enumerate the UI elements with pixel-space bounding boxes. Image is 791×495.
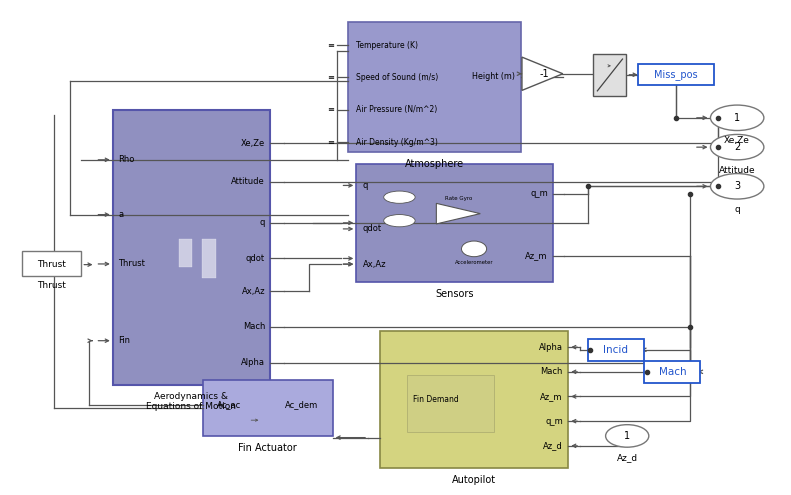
- Text: Ac_ac: Ac_ac: [218, 400, 241, 409]
- Ellipse shape: [384, 214, 415, 227]
- Circle shape: [461, 241, 486, 257]
- Text: Attitude: Attitude: [231, 177, 265, 186]
- Text: Fin Actuator: Fin Actuator: [239, 444, 297, 453]
- Bar: [407, 375, 494, 432]
- Text: Rate Gyro: Rate Gyro: [445, 196, 472, 201]
- Polygon shape: [437, 203, 480, 224]
- Text: Xe,Ze: Xe,Ze: [725, 137, 750, 146]
- Text: 1: 1: [734, 113, 740, 123]
- Ellipse shape: [384, 191, 415, 203]
- Text: Fin Demand: Fin Demand: [414, 395, 460, 404]
- Text: Alpha: Alpha: [241, 358, 265, 367]
- Text: Height (m): Height (m): [472, 72, 515, 81]
- Text: ≡: ≡: [327, 73, 335, 82]
- Text: Temperature (K): Temperature (K): [356, 41, 418, 50]
- Text: ≡: ≡: [327, 105, 335, 114]
- Text: Miss_pos: Miss_pos: [654, 69, 698, 80]
- Ellipse shape: [710, 135, 764, 160]
- Text: Fin: Fin: [118, 336, 131, 345]
- Bar: [22, 251, 81, 276]
- Text: Mach: Mach: [540, 367, 563, 376]
- Text: Thrust: Thrust: [118, 259, 145, 268]
- Text: Mach: Mach: [243, 322, 265, 332]
- Text: Thrust: Thrust: [37, 260, 66, 269]
- Bar: [203, 380, 333, 436]
- Text: Ax,Az: Ax,Az: [241, 287, 265, 296]
- Text: Aerodynamics &
Equations of Motion: Aerodynamics & Equations of Motion: [146, 392, 237, 411]
- Text: Autopilot: Autopilot: [452, 475, 496, 485]
- Text: Az_d: Az_d: [543, 442, 563, 450]
- Text: Sensors: Sensors: [435, 289, 474, 299]
- Bar: [356, 164, 553, 282]
- Text: Accelerometer: Accelerometer: [455, 260, 494, 265]
- Text: Ac_dem: Ac_dem: [286, 400, 319, 409]
- Text: Attitude: Attitude: [719, 166, 755, 175]
- Text: Air Density (Kg/m^3): Air Density (Kg/m^3): [356, 138, 438, 147]
- Text: q: q: [362, 181, 368, 190]
- FancyBboxPatch shape: [645, 361, 700, 383]
- Text: q_m: q_m: [530, 189, 548, 198]
- Ellipse shape: [710, 174, 764, 199]
- Ellipse shape: [606, 425, 649, 447]
- Text: a: a: [118, 210, 123, 219]
- Text: 2: 2: [734, 142, 740, 152]
- Text: Az_d: Az_d: [617, 453, 638, 462]
- Text: Ax,Az: Ax,Az: [362, 260, 386, 269]
- Text: q: q: [259, 218, 265, 227]
- FancyBboxPatch shape: [588, 339, 644, 360]
- Text: ≡: ≡: [327, 41, 335, 50]
- Text: q_m: q_m: [545, 417, 563, 426]
- Text: ≡: ≡: [327, 138, 335, 147]
- Text: Alpha: Alpha: [539, 343, 563, 351]
- Text: qdot: qdot: [362, 224, 381, 234]
- Text: Speed of Sound (m/s): Speed of Sound (m/s): [356, 73, 438, 82]
- Text: Mach: Mach: [659, 367, 686, 377]
- Bar: [113, 110, 270, 385]
- FancyBboxPatch shape: [638, 64, 713, 86]
- Bar: [380, 331, 568, 468]
- Text: -1: -1: [539, 69, 549, 79]
- Text: qdot: qdot: [246, 254, 265, 263]
- Polygon shape: [522, 57, 563, 91]
- Ellipse shape: [710, 105, 764, 131]
- Text: Xe,Ze: Xe,Ze: [241, 139, 265, 148]
- Text: 3: 3: [734, 181, 740, 192]
- Text: Atmosphere: Atmosphere: [405, 159, 464, 169]
- Text: Az_m: Az_m: [540, 392, 563, 401]
- Bar: [179, 239, 192, 267]
- Bar: [202, 239, 216, 278]
- Text: 1: 1: [624, 431, 630, 441]
- Text: Incid: Incid: [604, 345, 628, 355]
- Bar: [348, 22, 521, 152]
- Bar: [593, 54, 626, 96]
- Text: Az_m: Az_m: [525, 251, 548, 260]
- Text: q: q: [734, 205, 740, 214]
- Text: Thrust: Thrust: [37, 281, 66, 290]
- Text: Air Pressure (N/m^2): Air Pressure (N/m^2): [356, 105, 437, 114]
- Text: Rho: Rho: [118, 155, 134, 164]
